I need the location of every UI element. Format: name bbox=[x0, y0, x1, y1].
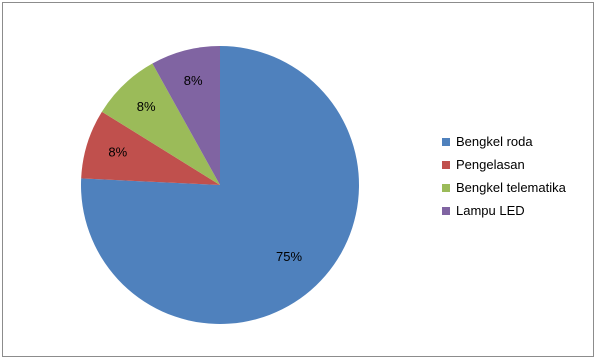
pie-data-labels: 75% 8% 8% 8% bbox=[108, 73, 302, 264]
pie-slices bbox=[81, 46, 360, 324]
legend-swatch bbox=[442, 183, 450, 192]
pie-slice-bengkel-telematika bbox=[101, 63, 220, 185]
legend-label: Lampu LED bbox=[456, 203, 525, 218]
legend-label: Bengkel telematika bbox=[456, 180, 566, 195]
pie-slice-lampu-led bbox=[152, 46, 220, 185]
legend-swatch bbox=[442, 206, 450, 215]
legend: Bengkel roda Pengelasan Bengkel telemati… bbox=[442, 130, 566, 222]
pie-slice-bengkel-roda bbox=[81, 46, 360, 324]
legend-item-bengkel-roda: Bengkel roda bbox=[442, 130, 566, 153]
legend-swatch bbox=[442, 160, 450, 169]
legend-item-bengkel-telematika: Bengkel telematika bbox=[442, 176, 566, 199]
legend-item-pengelasan: Pengelasan bbox=[442, 153, 566, 176]
data-label-lampu-led: 8% bbox=[184, 73, 203, 88]
pie-slice-pengelasan bbox=[81, 111, 220, 185]
legend-item-lampu-led: Lampu LED bbox=[442, 199, 566, 222]
data-label-bengkel-telematika: 8% bbox=[137, 99, 156, 114]
legend-label: Pengelasan bbox=[456, 157, 525, 172]
legend-label: Bengkel roda bbox=[456, 134, 533, 149]
data-label-bengkel-roda: 75% bbox=[276, 249, 302, 264]
legend-swatch bbox=[442, 137, 450, 146]
data-label-pengelasan: 8% bbox=[108, 145, 127, 160]
